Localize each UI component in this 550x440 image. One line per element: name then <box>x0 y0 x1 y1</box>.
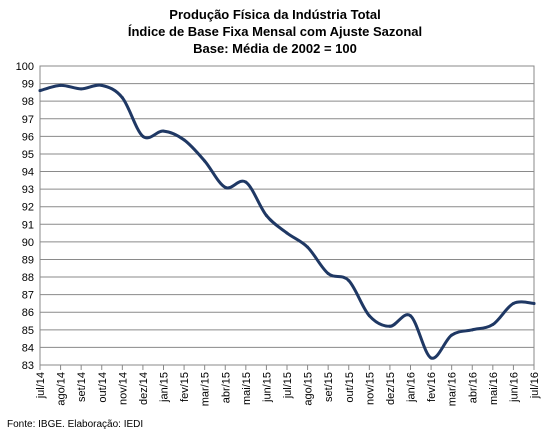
x-tick-label: ago/14 <box>56 372 68 406</box>
y-tick-label: 98 <box>22 96 34 108</box>
y-tick-label: 90 <box>22 237 34 249</box>
data-point <box>223 185 227 189</box>
x-tick-label: jul/16 <box>529 372 541 399</box>
series-line <box>38 83 536 360</box>
data-point <box>59 83 63 87</box>
y-tick-label: 95 <box>22 149 34 161</box>
source-note: Fonte: IBGE. Elaboração: IEDI <box>7 419 144 430</box>
x-tick-label: jun/15 <box>261 372 273 403</box>
data-point <box>120 96 124 100</box>
y-tick-label: 84 <box>22 342 34 354</box>
title-line-2: Índice de Base Fixa Mensal com Ajuste Sa… <box>127 24 423 39</box>
y-tick-label: 88 <box>22 272 34 284</box>
y-tick-label: 99 <box>22 79 34 91</box>
data-point <box>409 314 412 318</box>
x-tick-label: jan/16 <box>406 372 418 403</box>
x-tick-label: set/15 <box>323 372 335 402</box>
chart-title: Produção Física da Indústria Total Índic… <box>0 6 550 57</box>
data-point <box>326 272 330 276</box>
data-point <box>491 323 495 327</box>
x-tick-label: out/15 <box>344 372 356 403</box>
x-tick-label: fev/16 <box>426 372 438 402</box>
y-tick-label: 89 <box>22 254 34 266</box>
x-tick-label: jan/15 <box>159 372 171 403</box>
x-tick-label: mai/16 <box>488 372 500 405</box>
data-point <box>162 129 165 133</box>
data-point <box>285 231 289 235</box>
data-point <box>470 328 474 332</box>
x-tick-label: jul/14 <box>35 372 47 399</box>
y-tick-label: 92 <box>22 202 34 214</box>
x-tick-label: dez/14 <box>138 372 150 405</box>
x-tick-label: dez/15 <box>385 372 397 405</box>
y-tick-label: 83 <box>22 360 34 372</box>
x-tick-label: abr/16 <box>467 372 479 403</box>
x-tick-label: nov/14 <box>117 372 129 405</box>
data-point <box>532 301 536 305</box>
x-tick-label: abr/15 <box>220 372 232 403</box>
x-tick-label: fev/15 <box>179 372 191 402</box>
x-tick-label: jul/15 <box>282 372 294 399</box>
data-point <box>203 159 207 163</box>
data-point <box>264 214 268 217</box>
x-tick-label: nov/15 <box>364 372 376 405</box>
y-tick-label: 91 <box>22 219 34 231</box>
data-point <box>306 245 310 249</box>
y-tick-label: 96 <box>22 131 34 143</box>
data-point <box>141 134 145 138</box>
x-tick-label: mar/16 <box>447 372 459 406</box>
x-tick-label: mar/15 <box>200 372 212 406</box>
title-line-3: Base: Média de 2002 = 100 <box>193 41 357 56</box>
plot-area <box>39 65 535 366</box>
title-line-1: Produção Física da Indústria Total <box>169 7 381 22</box>
data-point <box>450 333 454 337</box>
data-point <box>79 87 83 91</box>
data-point <box>38 89 42 93</box>
y-tick-label: 97 <box>22 114 34 126</box>
x-tick-label: mai/15 <box>241 372 253 405</box>
data-point <box>244 180 248 184</box>
y-tick-label: 87 <box>22 290 34 302</box>
x-tick-label: set/14 <box>76 372 88 402</box>
data-point <box>367 314 371 318</box>
data-point <box>347 279 351 283</box>
x-tick-label: ago/15 <box>303 372 315 406</box>
y-tick-label: 93 <box>22 184 34 196</box>
data-point <box>511 301 515 305</box>
y-tick-label: 94 <box>22 167 34 179</box>
data-point <box>388 324 392 328</box>
y-tick-label: 86 <box>22 307 34 319</box>
data-point <box>429 356 433 360</box>
y-tick-label: 85 <box>22 325 34 337</box>
x-tick-label: out/14 <box>97 372 109 403</box>
data-point <box>100 83 104 87</box>
data-point <box>182 138 186 142</box>
y-tick-label: 100 <box>16 61 34 73</box>
x-tick-label: jun/16 <box>508 372 520 403</box>
